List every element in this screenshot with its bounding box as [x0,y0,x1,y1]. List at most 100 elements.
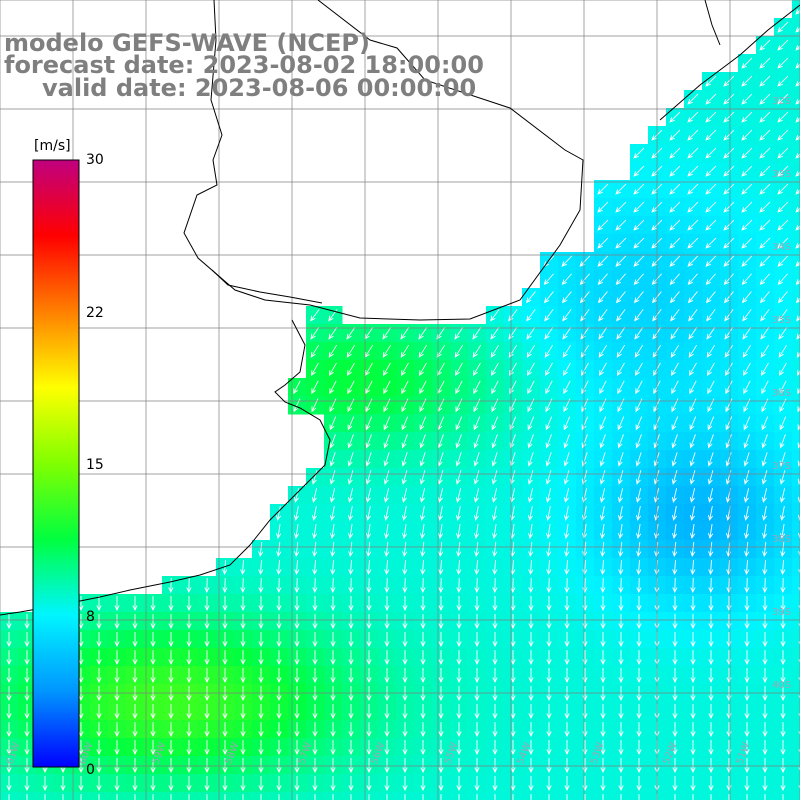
wind-arrow [401,488,408,503]
wind-cell [792,180,800,199]
wind-arrow [78,722,84,738]
wind-arrow [278,794,280,800]
wind-arrow [420,596,426,612]
wind-arrow [330,559,336,576]
wind-arrow [600,559,606,576]
wind-arrow [419,452,426,467]
wind-arrow [633,273,644,286]
wind-arrow [670,309,680,322]
wind-arrow [672,704,678,720]
wind-arrow [760,309,770,322]
wind-arrow [759,219,771,231]
wind-arrow [690,650,696,666]
wind-arrow [761,506,768,521]
wind-arrow [204,722,210,738]
wind-arrow [795,81,800,87]
wind-arrow [401,434,408,449]
colorbar-tick-15: 15 [86,457,104,473]
wind-arrow [633,147,645,159]
wind-arrow [384,632,390,648]
wind-arrow [562,309,572,322]
wind-arrow [744,740,750,756]
wind-arrow [777,75,789,87]
wind-arrow [762,632,768,648]
wind-arrow [563,506,570,521]
wind-arrow [687,273,698,286]
wind-arrow [564,524,570,539]
wind-arrow [96,776,102,792]
wind-arrow [455,488,462,503]
wind-arrow [545,470,552,485]
wind-arrow [6,704,12,720]
wind-arrow [615,237,627,249]
wind-arrow [258,614,264,630]
wind-arrow [454,344,464,358]
wind-arrow [404,794,406,800]
wind-arrow [491,380,499,395]
wind-arrow [294,559,300,576]
wind-arrow [508,309,518,322]
wind-arrow [132,758,138,774]
wind-arrow [222,722,228,738]
wind-arrow [473,488,480,503]
wind-arrow [618,704,624,720]
wind-arrow [527,452,534,467]
wind-arrow [672,614,678,630]
wind-arrow [708,776,714,792]
wind-arrow [795,261,800,267]
wind-arrow [348,577,354,594]
wind-arrow [419,470,426,485]
wind-arrow [615,255,627,267]
wind-arrow [670,326,680,340]
wind-arrow [690,559,696,576]
wind-arrow [690,668,696,684]
wind-arrow [240,614,246,630]
wind-arrow [708,632,714,648]
wind-arrow [636,704,642,720]
wind-arrow [132,596,138,612]
wind-arrow [402,559,408,576]
wind-arrow [346,344,356,358]
wind-arrow [563,434,570,449]
wind-arrow [294,758,300,774]
wind-cell [792,648,800,667]
wind-arrow [564,632,570,648]
wind-arrow [762,776,768,792]
wind-arrow [548,794,550,800]
wind-arrow [366,559,372,576]
wind-arrow [347,362,355,376]
wind-arrow [687,291,698,304]
wind-arrow [456,596,462,612]
wind-arrow [418,344,428,358]
wind-arrow [528,596,534,612]
wind-arrow [348,559,354,576]
wind-arrow [474,758,480,774]
wind-arrow [438,776,444,792]
wind-arrow [633,291,644,304]
wind-arrow [764,794,766,800]
wind-arrow [132,722,138,738]
wind-arrow [384,596,390,612]
wind-arrow [492,740,498,756]
wind-arrow [510,722,516,738]
wind-arrow [744,758,750,774]
wind-arrow [708,758,714,774]
wind-arrow [456,722,462,738]
wind-arrow [402,704,408,720]
wind-arrow [723,201,735,213]
wind-arrow [795,189,800,195]
wind-arrow [762,559,768,576]
wind-arrow [456,577,462,594]
wind-cell [792,612,800,631]
wind-arrow [669,165,681,177]
wind-arrow [582,650,588,666]
wind-arrow [723,147,735,159]
wind-arrow [528,524,534,539]
wind-arrow [312,524,318,539]
wind-arrow [276,740,282,756]
wind-arrow [779,380,787,395]
wind-arrow [347,470,354,485]
wind-cell [792,36,800,55]
wind-arrow [744,704,750,720]
wind-arrow [670,344,680,358]
